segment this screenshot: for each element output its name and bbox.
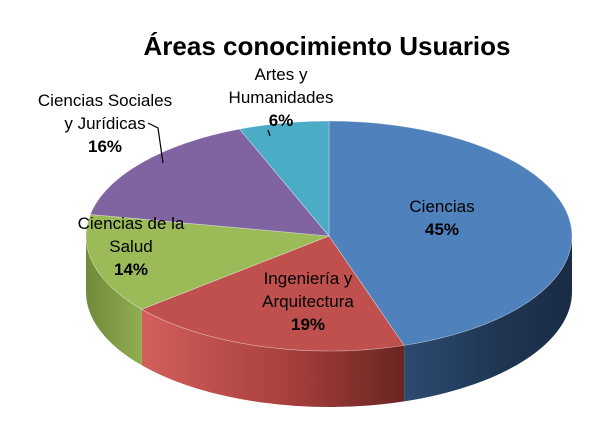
data-label-text: Artes y bbox=[255, 65, 308, 84]
leader-lines bbox=[147, 122, 271, 164]
data-label-text: Ingeniería y bbox=[264, 269, 353, 288]
pie-side-1 bbox=[404, 236, 572, 402]
data-label-text: Ciencias Sociales bbox=[38, 91, 172, 110]
pie-side-3 bbox=[86, 236, 142, 366]
data-labels: Ciencias 45% Ingeniería y Arquitectura 19% Ci… bbox=[38, 65, 475, 334]
data-label-text: Salud bbox=[109, 237, 152, 256]
data-label-percent: 6% bbox=[269, 111, 294, 130]
data-label-4: Ciencias Sociales y Jurídicas 16% bbox=[38, 91, 172, 156]
data-label-2: Ingeniería y Arquitectura 19% bbox=[262, 269, 354, 334]
data-label-percent: 14% bbox=[114, 260, 148, 279]
data-label-percent: 19% bbox=[291, 315, 325, 334]
data-label-percent: 45% bbox=[425, 220, 459, 239]
pie-slice-1 bbox=[328, 120, 573, 346]
data-label-5: Artes y Humanidades 6% bbox=[229, 65, 334, 130]
leader-line-5 bbox=[267, 129, 271, 137]
data-label-text: Ciencias bbox=[409, 197, 474, 216]
data-label-percent: 16% bbox=[88, 137, 122, 156]
data-label-text: Ciencias de la bbox=[78, 214, 185, 233]
data-label-text: Humanidades bbox=[229, 88, 334, 107]
pie-slices bbox=[85, 120, 573, 352]
pie-slice-2 bbox=[141, 235, 405, 352]
pie-slice-3 bbox=[85, 214, 330, 310]
leader-line-4 bbox=[147, 122, 164, 164]
pie-side-walls bbox=[86, 236, 572, 407]
pie-slice-4 bbox=[89, 128, 330, 237]
data-label-text: Arquitectura bbox=[262, 292, 354, 311]
chart-title: Áreas conocimiento Usuarios bbox=[144, 31, 511, 61]
data-label-1: Ciencias 45% bbox=[409, 197, 474, 239]
data-label-text: y Jurídicas bbox=[64, 114, 145, 133]
data-label-3: Ciencias de la Salud 14% bbox=[78, 214, 185, 279]
pie-slice-5 bbox=[238, 120, 330, 237]
pie-side-2 bbox=[141, 309, 405, 407]
